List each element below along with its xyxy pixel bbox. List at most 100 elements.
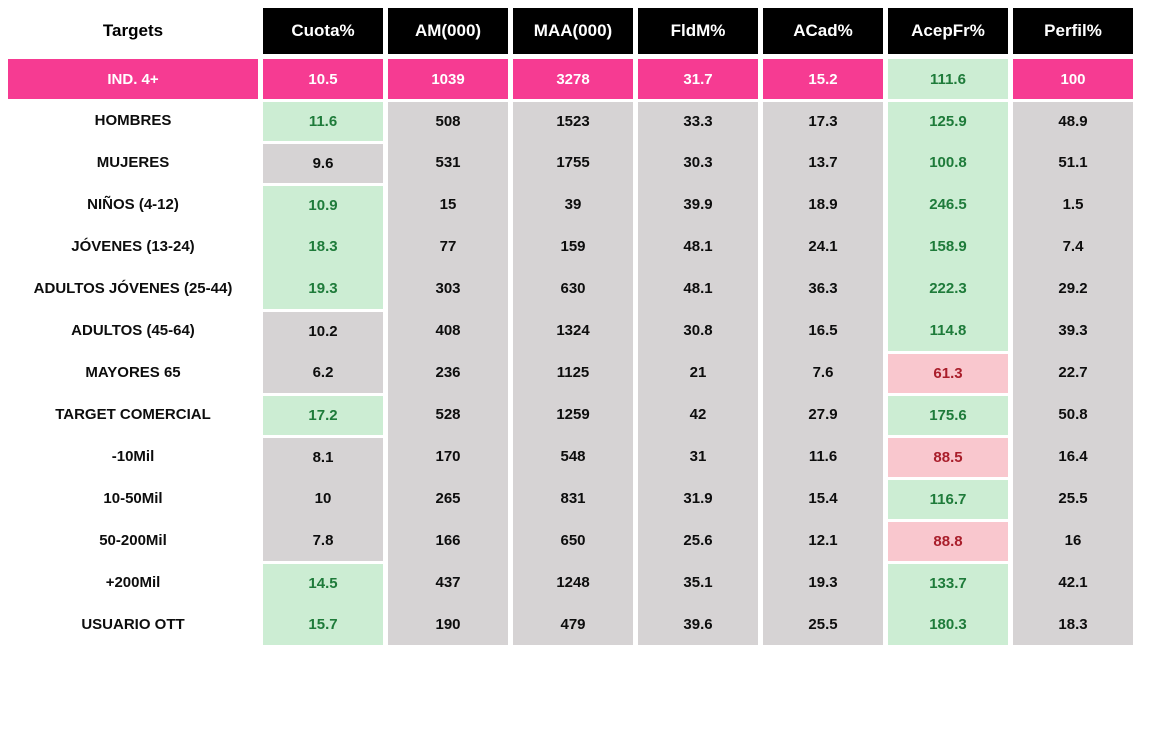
cell-perfil: 42.1 (1013, 561, 1133, 603)
row-label-hombres: HOMBRES (8, 99, 258, 141)
cell-perfil: 16.4 (1013, 435, 1133, 477)
cell-maa-000: 3278 (513, 59, 633, 99)
cell-maa-000: 479 (513, 603, 633, 645)
column-header-am-000: AM(000) (388, 8, 508, 59)
column-header-maa-000: MAA(000) (513, 8, 633, 59)
cell-am-000: 408 (388, 309, 508, 351)
row-label-10mil: -10Mil (8, 435, 258, 477)
row-label-10-50mil: 10-50Mil (8, 477, 258, 519)
cell-maa-000: 1248 (513, 561, 633, 603)
cell-acad: 18.9 (763, 183, 883, 225)
cell-acepfr: 111.6 (888, 59, 1008, 99)
cell-perfil: 16 (1013, 519, 1133, 561)
cell-fldm: 30.8 (638, 309, 758, 351)
cell-am-000: 166 (388, 519, 508, 561)
cell-cuota: 8.1 (263, 435, 383, 477)
cell-perfil: 22.7 (1013, 351, 1133, 393)
column-header-targets: Targets (8, 8, 258, 59)
cell-cuota: 9.6 (263, 141, 383, 183)
cell-fldm: 33.3 (638, 99, 758, 141)
cell-acepfr: 88.5 (888, 435, 1008, 477)
cell-fldm: 30.3 (638, 141, 758, 183)
cell-cuota: 10 (263, 477, 383, 519)
cell-acad: 24.1 (763, 225, 883, 267)
cell-perfil: 50.8 (1013, 393, 1133, 435)
cell-acepfr: 116.7 (888, 477, 1008, 519)
cell-perfil: 51.1 (1013, 141, 1133, 183)
cell-perfil: 48.9 (1013, 99, 1133, 141)
row-label-usuario-ott: USUARIO OTT (8, 603, 258, 645)
row-label-mayores-65: MAYORES 65 (8, 351, 258, 393)
page: Targets Cuota% AM(000) MAA(000) FldM% ACad% Ac… (8, 8, 1133, 645)
cell-fldm: 31 (638, 435, 758, 477)
row-label-adultos-45-64: ADULTOS (45-64) (8, 309, 258, 351)
table-row: ADULTOS (45-64) 10.2 408 1324 30.8 16.5 114.8 3… (8, 309, 1133, 351)
cell-maa-000: 831 (513, 477, 633, 519)
cell-am-000: 303 (388, 267, 508, 309)
cell-am-000: 170 (388, 435, 508, 477)
row-label-target-comercial: TARGET COMERCIAL (8, 393, 258, 435)
cell-cuota: 15.7 (263, 603, 383, 645)
cell-fldm: 35.1 (638, 561, 758, 603)
table-body: IND. 4+ 10.5 1039 3278 31.7 15.2 111.6 100 HOMBR… (8, 59, 1133, 645)
cell-fldm: 48.1 (638, 225, 758, 267)
cell-acad: 11.6 (763, 435, 883, 477)
cell-fldm: 39.6 (638, 603, 758, 645)
column-header-perfil: Perfil% (1013, 8, 1133, 59)
cell-maa-000: 1755 (513, 141, 633, 183)
cell-maa-000: 548 (513, 435, 633, 477)
cell-am-000: 508 (388, 99, 508, 141)
table-row: USUARIO OTT 15.7 190 479 39.6 25.5 180.3 18.3 (8, 603, 1133, 645)
cell-am-000: 528 (388, 393, 508, 435)
cell-perfil: 25.5 (1013, 477, 1133, 519)
cell-cuota: 18.3 (263, 225, 383, 267)
cell-fldm: 25.6 (638, 519, 758, 561)
cell-am-000: 265 (388, 477, 508, 519)
row-label-50-200mil: 50-200Mil (8, 519, 258, 561)
column-header-cuota: Cuota% (263, 8, 383, 59)
cell-cuota: 10.2 (263, 309, 383, 351)
cell-cuota: 7.8 (263, 519, 383, 561)
cell-maa-000: 1324 (513, 309, 633, 351)
cell-cuota: 17.2 (263, 393, 383, 435)
cell-acad: 16.5 (763, 309, 883, 351)
cell-perfil: 29.2 (1013, 267, 1133, 309)
cell-perfil: 100 (1013, 59, 1133, 99)
table-row: +200Mil 14.5 437 1248 35.1 19.3 133.7 42.1 (8, 561, 1133, 603)
cell-fldm: 21 (638, 351, 758, 393)
cell-acepfr: 158.9 (888, 225, 1008, 267)
row-label-ind-4: IND. 4+ (8, 59, 258, 99)
cell-maa-000: 630 (513, 267, 633, 309)
cell-cuota: 10.9 (263, 183, 383, 225)
cell-am-000: 190 (388, 603, 508, 645)
column-header-fldm: FldM% (638, 8, 758, 59)
cell-acad: 19.3 (763, 561, 883, 603)
cell-acepfr: 175.6 (888, 393, 1008, 435)
row-label-adultos-j-venes-25-44: ADULTOS JÓVENES (25-44) (8, 267, 258, 309)
table-row: JÓVENES (13-24) 18.3 77 159 48.1 24.1 158.9 7.4 (8, 225, 1133, 267)
cell-acepfr: 133.7 (888, 561, 1008, 603)
table-row: HOMBRES 11.6 508 1523 33.3 17.3 125.9 48.9 (8, 99, 1133, 141)
cell-acad: 13.7 (763, 141, 883, 183)
cell-acepfr: 180.3 (888, 603, 1008, 645)
cell-cuota: 19.3 (263, 267, 383, 309)
row-label-ni-os-4-12: NIÑOS (4-12) (8, 183, 258, 225)
cell-maa-000: 650 (513, 519, 633, 561)
cell-cuota: 14.5 (263, 561, 383, 603)
cell-acad: 17.3 (763, 99, 883, 141)
cell-acepfr: 88.8 (888, 519, 1008, 561)
cell-fldm: 42 (638, 393, 758, 435)
cell-acepfr: 114.8 (888, 309, 1008, 351)
table-row: 50-200Mil 7.8 166 650 25.6 12.1 88.8 16 (8, 519, 1133, 561)
cell-fldm: 31.9 (638, 477, 758, 519)
cell-perfil: 1.5 (1013, 183, 1133, 225)
cell-perfil: 18.3 (1013, 603, 1133, 645)
cell-cuota: 10.5 (263, 59, 383, 99)
cell-am-000: 15 (388, 183, 508, 225)
row-label-mujeres: MUJERES (8, 141, 258, 183)
table-row: MUJERES 9.6 531 1755 30.3 13.7 100.8 51.1 (8, 141, 1133, 183)
cell-acepfr: 100.8 (888, 141, 1008, 183)
cell-cuota: 11.6 (263, 99, 383, 141)
cell-acepfr: 222.3 (888, 267, 1008, 309)
row-label-j-venes-13-24: JÓVENES (13-24) (8, 225, 258, 267)
